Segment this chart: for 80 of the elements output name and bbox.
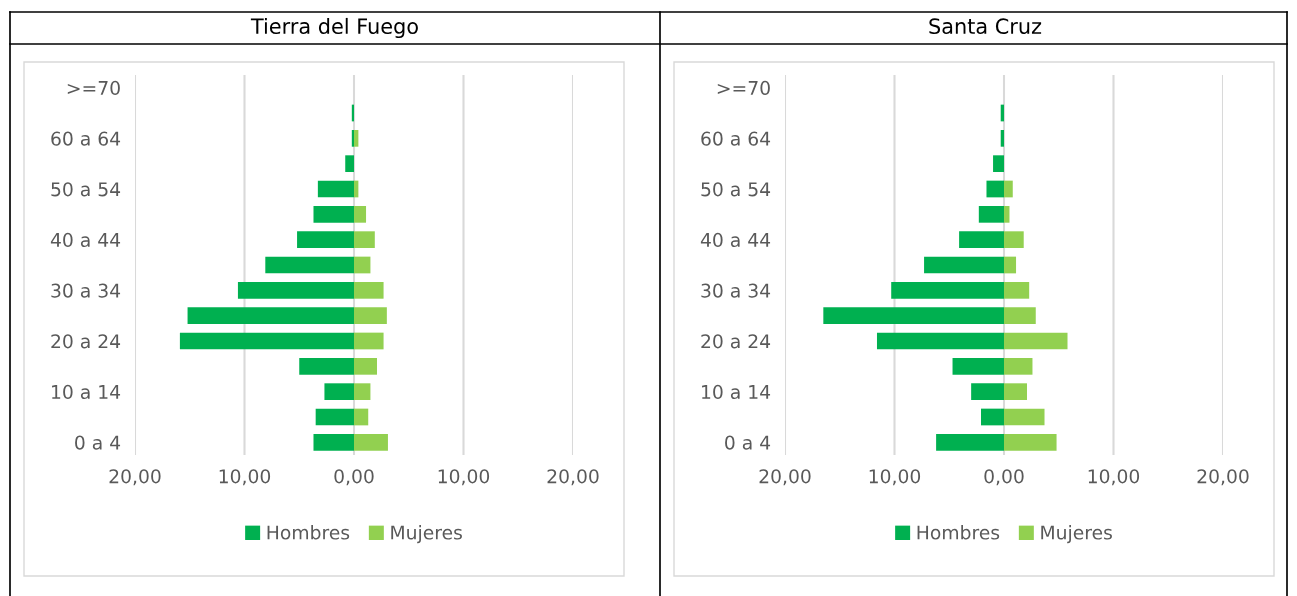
y-tick-label: >=70 [67, 80, 120, 96]
bar [1004, 231, 1024, 249]
y-tick-label: 40 a 44 [50, 232, 121, 248]
bar [1004, 256, 1017, 274]
bar [1004, 180, 1013, 198]
y-tick-label: 60 a 64 [51, 131, 121, 146]
bar [324, 383, 354, 401]
bar [354, 332, 384, 350]
bar [354, 281, 384, 299]
y-tick-label: 50 a 54 [701, 182, 771, 197]
bar [981, 408, 1004, 426]
bar [924, 256, 1004, 274]
x-tick-label: 0,00 [334, 469, 374, 486]
y-tick-label: 20 a 24 [701, 334, 771, 349]
bar [823, 307, 1004, 325]
bar [354, 408, 369, 426]
legend-label: Mujeres [1041, 525, 1112, 544]
chart-title: Santa Cruz [929, 18, 1042, 35]
bar [351, 129, 354, 147]
bar [315, 408, 354, 426]
y-tick-label: 40 a 44 [700, 232, 771, 248]
x-tick-label: 0,00 [984, 469, 1024, 486]
bar [1004, 332, 1068, 350]
bar [1004, 281, 1030, 299]
x-tick-label: 20,00 [759, 469, 811, 486]
bar [354, 256, 371, 274]
x-tick-label: 20,00 [109, 469, 161, 486]
bar [187, 307, 354, 325]
bar [936, 433, 1004, 451]
bar [354, 129, 359, 147]
legend-label: Hombres [917, 525, 1000, 540]
x-tick-label: 20,00 [1197, 469, 1249, 486]
bar [297, 231, 354, 249]
bar [1004, 433, 1057, 451]
bar [971, 383, 1004, 401]
legend-label: Mujeres [391, 525, 462, 544]
x-tick-label: 10,00 [438, 469, 490, 486]
chart-title: Tierra del Fuego [250, 17, 418, 39]
bar [952, 357, 1004, 375]
y-tick-label: 0 a 4 [75, 435, 121, 450]
bar [876, 332, 1004, 350]
bar [1004, 408, 1045, 426]
bar [891, 281, 1004, 299]
bar [237, 281, 354, 299]
bar [354, 205, 367, 223]
bar [179, 332, 354, 350]
bar [317, 180, 354, 198]
y-tick-label: 50 a 54 [51, 182, 121, 197]
bar [354, 357, 377, 375]
y-tick-label: 10 a 14 [702, 384, 771, 400]
y-tick-label: 60 a 64 [701, 131, 771, 146]
y-tick-label: 0 a 4 [725, 435, 771, 450]
bar [354, 383, 371, 401]
bar [993, 155, 1004, 173]
bar [354, 433, 388, 451]
y-tick-label: 30 a 34 [701, 283, 771, 298]
bar [959, 231, 1004, 249]
y-tick-label: 20 a 24 [51, 334, 121, 349]
bar [313, 433, 354, 451]
bar [986, 180, 1004, 198]
bar [354, 307, 387, 325]
x-tick-label: 20,00 [547, 469, 599, 486]
x-tick-label: 10,00 [219, 469, 271, 486]
legend-label: Hombres [267, 525, 350, 540]
bar [978, 205, 1004, 223]
y-tick-label: 10 a 14 [52, 384, 121, 400]
bar [1004, 357, 1033, 375]
bar [313, 205, 354, 223]
bar [1004, 383, 1027, 401]
bar [1004, 307, 1036, 325]
bar [354, 231, 375, 249]
bar [265, 256, 354, 274]
x-tick-label: 10,00 [869, 469, 921, 486]
bar [345, 155, 354, 173]
y-tick-label: 30 a 34 [51, 283, 121, 298]
bar [1004, 205, 1010, 223]
bar [299, 357, 354, 375]
y-tick-label: >=70 [717, 80, 770, 96]
bar [1000, 129, 1004, 147]
x-tick-label: 10,00 [1088, 469, 1140, 486]
